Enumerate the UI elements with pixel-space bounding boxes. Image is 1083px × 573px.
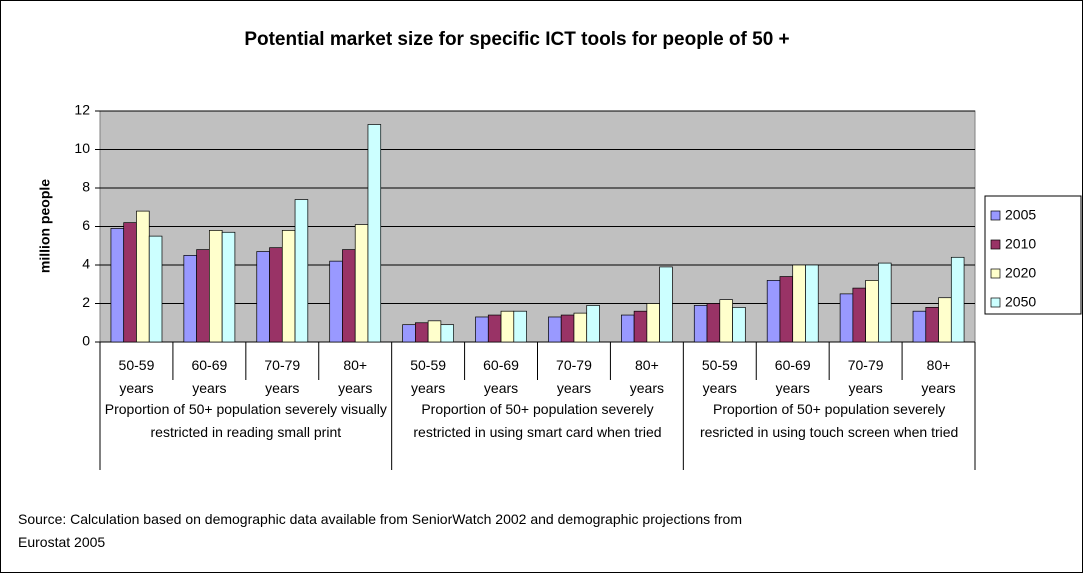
bar [148,235,163,343]
bar [621,314,635,343]
legend-swatch [990,268,1001,279]
bar [865,280,879,343]
legend-swatch [990,239,1001,250]
bar [427,320,442,343]
bar [766,280,781,343]
bar [367,124,382,343]
bar [912,310,927,343]
bar [294,199,309,343]
x-tick-label: 50-59 years [702,357,738,396]
legend-label: 2005 [1005,207,1036,223]
bar [925,307,939,343]
bar [693,305,708,343]
bar [719,299,733,343]
bar [415,322,429,343]
x-tick-label: 70-79 years [264,357,300,396]
legend-label: 2050 [1005,294,1036,310]
bar [805,264,819,343]
x-tick-label: 60-69 years [775,357,811,396]
bar [706,303,721,343]
source-line: Source: Calculation based on demographic… [18,511,742,550]
bar [878,262,892,343]
y-tick-label: 4 [82,256,90,272]
y-tick-label: 10 [74,140,90,156]
bar [938,297,952,343]
bar [839,293,854,343]
bar [281,230,296,343]
bar [792,264,806,343]
chart-title: Potential market size for specific ICT t… [244,29,789,50]
bar [513,310,527,343]
bar [950,256,965,343]
bar [560,314,575,343]
bar [586,305,600,343]
bar [500,310,515,343]
bar [548,316,562,343]
bar [342,249,356,343]
bar [269,247,283,343]
x-tick-label: 60-69 years [483,357,519,396]
bar [659,266,673,343]
bar [732,307,746,343]
x-tick-label: 80+ years [338,357,372,396]
bar [487,314,502,343]
bar [402,324,416,343]
legend-label: 2020 [1005,265,1036,281]
group-label: Proportion of 50+ population severely re… [699,401,959,440]
x-tick-label: 70-79 years [848,357,884,396]
legend-label: 2010 [1005,236,1036,252]
x-tick-label: 80+ years [921,357,955,396]
y-tick-label: 2 [82,294,90,310]
y-tick-label: 12 [74,102,90,118]
legend-box [984,195,1082,315]
bar [852,287,866,343]
bar [209,230,223,343]
group-label-box: Proportion of 50+ population severely re… [413,401,662,440]
bar [136,210,150,343]
bar [354,224,369,343]
legend-swatch [990,210,1001,221]
bar [123,222,137,343]
bar [329,260,343,343]
bar [440,324,454,343]
group-label: Proportion of 50+ population severely vi… [104,401,387,440]
bar [196,249,210,343]
bar [475,316,489,343]
group-label-box: Proportion of 50+ population severely re… [699,401,959,440]
x-tick-label: 50-59 years [119,357,155,396]
x-tick-label: 60-69 years [191,357,227,396]
bar [573,312,588,343]
bar [633,310,648,343]
y-axis-label: million people [37,179,53,273]
bar [110,228,125,343]
y-tick-label: 8 [82,179,90,195]
y-tick-label: 0 [82,333,90,349]
group-label-box: Proportion of 50+ population severely vi… [104,401,387,440]
bar [256,251,270,343]
y-tick-label: 6 [82,217,90,233]
legend-swatch [990,297,1001,308]
bar [646,303,660,343]
bar [183,255,197,343]
x-tick-label: 70-79 years [556,357,592,396]
group-label: Proportion of 50+ population severely re… [413,401,662,440]
x-tick-label: 50-59 years [410,357,446,396]
x-tick-label: 80+ years [630,357,664,396]
bar [779,276,794,343]
bar [221,231,236,343]
